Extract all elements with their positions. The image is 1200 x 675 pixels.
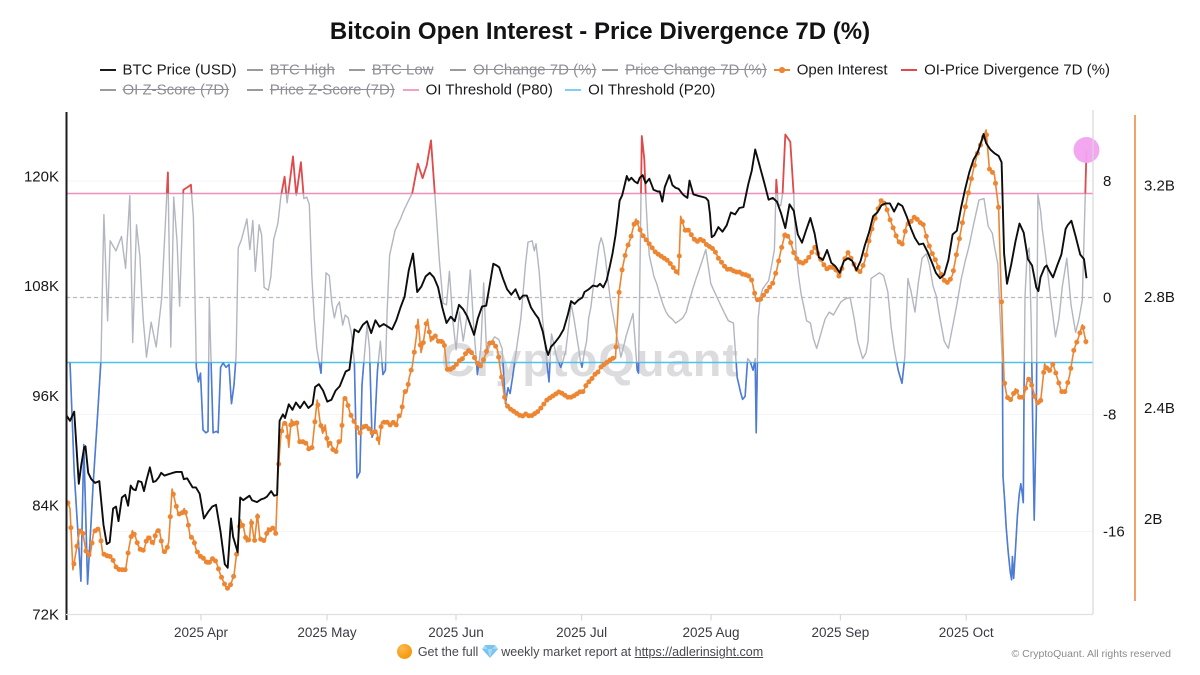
svg-text:2B: 2B bbox=[1144, 511, 1162, 528]
svg-text:3.2B: 3.2B bbox=[1144, 178, 1175, 195]
svg-text:108K: 108K bbox=[24, 278, 59, 295]
svg-text:96K: 96K bbox=[32, 388, 59, 405]
svg-text:2025 Oct: 2025 Oct bbox=[939, 625, 994, 640]
svg-text:2025 Aug: 2025 Aug bbox=[682, 625, 739, 640]
svg-text:8: 8 bbox=[1103, 173, 1111, 190]
svg-text:2025 Apr: 2025 Apr bbox=[174, 625, 229, 640]
svg-text:2025 Jul: 2025 Jul bbox=[556, 625, 607, 640]
svg-text:2025 May: 2025 May bbox=[297, 625, 357, 640]
svg-text:72K: 72K bbox=[32, 607, 59, 624]
svg-text:2025 Sep: 2025 Sep bbox=[811, 625, 869, 640]
svg-text:-16: -16 bbox=[1103, 524, 1125, 541]
svg-text:84K: 84K bbox=[32, 497, 59, 514]
svg-text:2.8B: 2.8B bbox=[1144, 289, 1175, 306]
svg-text:-8: -8 bbox=[1103, 407, 1116, 424]
svg-text:2025 Jun: 2025 Jun bbox=[428, 625, 484, 640]
svg-text:0: 0 bbox=[1103, 290, 1111, 307]
svg-text:2.4B: 2.4B bbox=[1144, 400, 1175, 417]
svg-text:120K: 120K bbox=[24, 169, 59, 186]
